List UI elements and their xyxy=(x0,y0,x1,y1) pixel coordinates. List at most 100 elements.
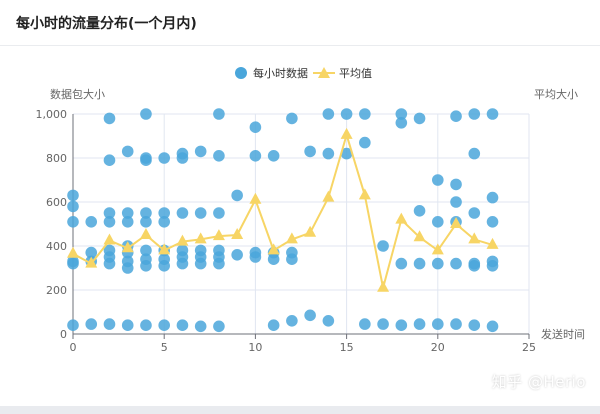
legend-scatter-icon xyxy=(235,67,247,79)
average-marker xyxy=(121,241,134,253)
scatter-point xyxy=(176,147,189,160)
x-tick-label: 20 xyxy=(431,341,445,354)
y-tick-label: 0 xyxy=(60,328,67,341)
scatter-point xyxy=(158,207,170,219)
scatter-point xyxy=(377,318,389,330)
scatter-chart: 0 5 10 15 20 25 0 200 400 600 800 1,000 数据包大小 平均大小发送时… xyxy=(36,66,586,354)
scatter-point xyxy=(359,108,371,120)
average-marker xyxy=(231,228,244,239)
scatter-point xyxy=(395,319,408,332)
y-tick-label: 1,000 xyxy=(36,108,68,121)
scatter-point xyxy=(322,315,335,327)
scatter-point xyxy=(67,189,79,202)
scatter-point xyxy=(103,154,116,166)
scatter-point xyxy=(213,150,225,162)
scatter-point xyxy=(213,244,225,257)
x-tick-label: 15 xyxy=(340,341,354,354)
scatter-point xyxy=(176,244,189,257)
x-axis-label: 发送时间 xyxy=(541,327,585,341)
scatter-point xyxy=(158,216,170,228)
scatter-point xyxy=(340,147,353,160)
scatter-point xyxy=(468,319,481,332)
y-tick-label: 400 xyxy=(46,240,67,253)
scatter-point xyxy=(67,216,79,228)
scatter-point xyxy=(121,207,134,219)
scatter-point xyxy=(304,145,316,158)
scatter-point xyxy=(322,147,335,160)
average-marker xyxy=(176,234,189,246)
scatter-point xyxy=(359,136,371,149)
average-marker xyxy=(340,127,353,139)
scatter-point xyxy=(413,112,426,125)
scatter-point xyxy=(158,152,170,164)
scatter-point xyxy=(413,318,426,330)
average-marker xyxy=(395,212,408,224)
y-axis-label-right: 平均大小 xyxy=(534,87,578,101)
scatter-point xyxy=(486,255,499,268)
scatter-point xyxy=(450,318,462,330)
scatter-point xyxy=(340,108,353,120)
bottom-strip xyxy=(0,406,600,414)
scatter-point xyxy=(194,244,207,257)
scatter-point xyxy=(213,207,225,219)
average-marker xyxy=(158,243,171,255)
average-marker xyxy=(358,188,371,200)
scatter-point xyxy=(450,110,462,122)
scatter-point xyxy=(213,320,225,333)
legend-label-scatter: 每小时数据 xyxy=(253,66,308,80)
scatter-point xyxy=(231,249,243,261)
average-marker xyxy=(103,233,116,245)
scatter-point xyxy=(67,319,79,332)
scatter-point xyxy=(103,216,116,228)
scatter-point xyxy=(103,207,116,219)
legend-label-average: 平均值 xyxy=(339,67,372,80)
average-marker xyxy=(468,232,481,244)
scatter-point xyxy=(486,320,499,333)
average-marker xyxy=(267,243,280,255)
scatter-point xyxy=(395,257,408,270)
scatter-point xyxy=(140,207,152,219)
average-marker xyxy=(431,243,444,255)
x-tick-label: 10 xyxy=(248,341,262,354)
scatter-point xyxy=(140,152,152,164)
scatter-point xyxy=(486,191,499,204)
scatter-point xyxy=(249,121,262,133)
scatter-point xyxy=(194,145,207,158)
scatter-point xyxy=(249,150,262,162)
card-header: 每小时的流量分布(一个月内) xyxy=(0,0,600,46)
x-tick-label: 25 xyxy=(522,341,536,354)
scatter-point xyxy=(468,108,481,120)
scatter-point xyxy=(377,240,389,252)
scatter-point xyxy=(267,319,280,332)
scatter-point xyxy=(231,189,243,202)
scatter-point xyxy=(140,244,152,257)
average-marker xyxy=(194,232,207,244)
scatter-point xyxy=(468,207,481,219)
average-marker xyxy=(67,246,79,258)
scatter-point xyxy=(468,147,481,160)
scatter-point xyxy=(432,216,444,228)
watermark: 知乎 @Herio xyxy=(491,373,586,391)
scatter-point xyxy=(103,244,116,257)
scatter-point xyxy=(322,108,335,120)
scatter-point xyxy=(103,112,116,125)
scatter-point xyxy=(413,257,426,270)
scatter-point xyxy=(67,255,79,268)
scatter-point xyxy=(432,318,444,330)
scatter-point xyxy=(140,253,152,265)
y-tick-label: 800 xyxy=(46,152,67,165)
scatter-point xyxy=(176,207,189,219)
scatter-point xyxy=(267,150,280,162)
legend-triangle-icon xyxy=(318,67,330,78)
scatter-point xyxy=(121,145,134,158)
average-marker xyxy=(322,190,335,202)
scatter-point xyxy=(486,108,499,120)
average-marker xyxy=(249,192,262,204)
scatter-point xyxy=(286,315,298,327)
scatter-point xyxy=(450,257,462,270)
x-tick-label: 0 xyxy=(70,341,77,354)
scatter-point xyxy=(140,319,152,332)
average-marker xyxy=(212,229,225,241)
scatter-point xyxy=(486,216,499,228)
